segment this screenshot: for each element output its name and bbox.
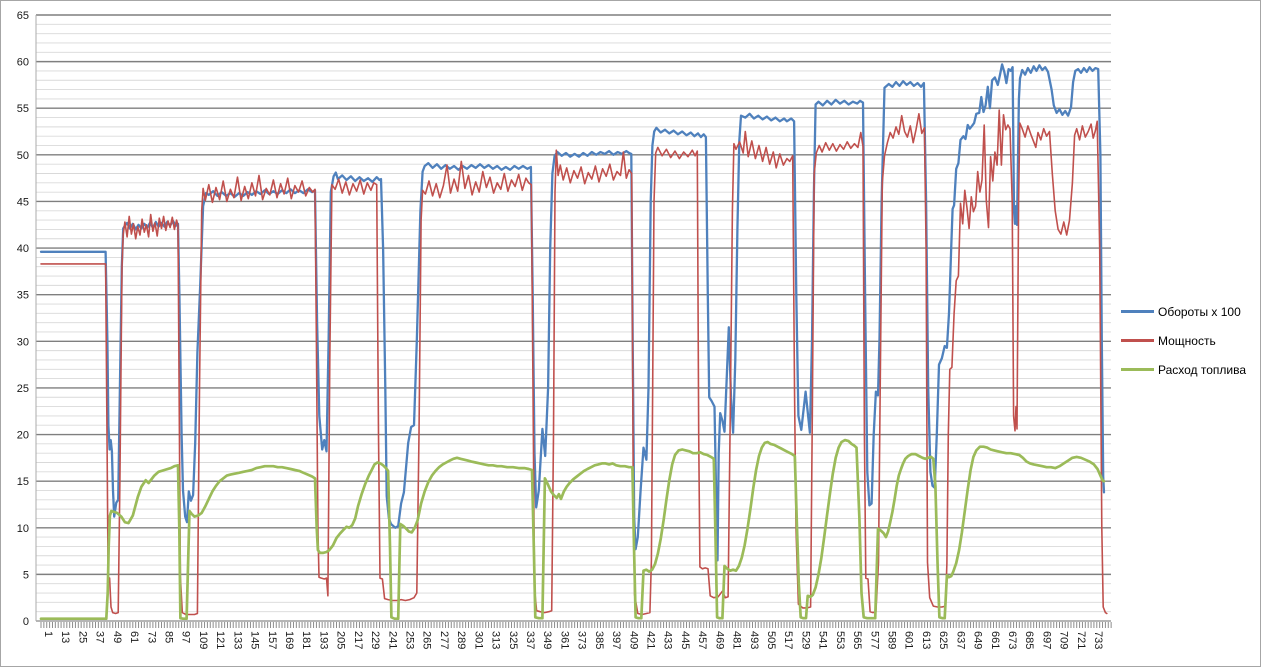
- x-axis-label: 61: [128, 631, 140, 643]
- series-line-2: [39, 438, 1106, 621]
- x-axis-label: 481: [731, 631, 743, 649]
- x-axis-label: 613: [920, 631, 932, 649]
- x-axis-label: 697: [1040, 631, 1052, 649]
- x-axis-label: 265: [421, 631, 433, 649]
- x-axis-label: 361: [558, 631, 570, 649]
- x-axis-label: 385: [593, 631, 605, 649]
- x-axis-label: 493: [748, 631, 760, 649]
- x-axis-label: 637: [954, 631, 966, 649]
- x-axis-label: 313: [490, 631, 502, 649]
- legend-line-swatch-fuel-icon: [1121, 368, 1154, 371]
- x-axis-label: 133: [231, 631, 243, 649]
- x-axis-label: 37: [94, 631, 106, 643]
- x-axis-label: 169: [283, 631, 295, 649]
- x-axis-label: 433: [662, 631, 674, 649]
- x-axis-label: 517: [782, 631, 794, 649]
- x-axis-label: 469: [713, 631, 725, 649]
- x-axis-label: 253: [403, 631, 415, 649]
- x-axis-label: 85: [162, 631, 174, 643]
- x-axis-label: 289: [455, 631, 467, 649]
- x-axis-label: 301: [472, 631, 484, 649]
- x-axis-label: 145: [249, 631, 261, 649]
- x-axis-label: 649: [972, 631, 984, 649]
- x-axis-label: 709: [1058, 631, 1070, 649]
- x-axis-label: 577: [868, 631, 880, 649]
- x-axis-label: 349: [541, 631, 553, 649]
- y-axis-label: 10: [17, 523, 29, 535]
- x-axis-label: 565: [851, 631, 863, 649]
- x-axis-label: 241: [386, 631, 398, 649]
- x-axis-label: 397: [610, 631, 622, 649]
- x-axis-label: 13: [59, 631, 71, 643]
- x-axis-label: 325: [507, 631, 519, 649]
- y-axis-label: 60: [17, 57, 29, 69]
- x-axis-label: 541: [817, 631, 829, 649]
- legend-label-rpm: Обороты x 100: [1158, 304, 1241, 319]
- x-axis-label: 277: [438, 631, 450, 649]
- x-axis-label: 445: [679, 631, 691, 649]
- x-axis-label: 733: [1092, 631, 1104, 649]
- x-axis-label: 601: [903, 631, 915, 649]
- x-axis-label: 685: [1023, 631, 1035, 649]
- x-axis-label: 337: [524, 631, 536, 649]
- y-axis-label: 5: [23, 569, 29, 581]
- y-axis-label: 15: [17, 476, 29, 488]
- legend-item-rpm[interactable]: Обороты x 100: [1121, 297, 1260, 326]
- x-axis-label: 589: [885, 631, 897, 649]
- series-line-0: [39, 63, 1106, 562]
- x-axis-label: 193: [317, 631, 329, 649]
- x-axis-label: 217: [352, 631, 364, 649]
- y-axis-label: 35: [17, 290, 29, 302]
- y-axis-label: 45: [17, 196, 29, 208]
- x-axis-label: 553: [834, 631, 846, 649]
- y-axis-label: 25: [17, 383, 29, 395]
- y-axis-label: 50: [17, 150, 29, 162]
- x-axis-label: 49: [111, 631, 123, 643]
- x-axis-label: 1: [42, 631, 54, 637]
- x-axis-label: 421: [644, 631, 656, 649]
- y-axis-label: 0: [23, 616, 29, 628]
- x-axis-label: 73: [145, 631, 157, 643]
- x-axis-label: 409: [627, 631, 639, 649]
- y-axis-label: 65: [17, 10, 29, 22]
- x-axis-label: 721: [1075, 631, 1087, 649]
- series-line-1: [40, 109, 1108, 616]
- x-axis-label: 121: [214, 631, 226, 649]
- x-axis-label: 205: [335, 631, 347, 649]
- x-axis-label: 373: [576, 631, 588, 649]
- x-axis-label: 661: [989, 631, 1001, 649]
- x-axis-label: 109: [197, 631, 209, 649]
- y-axis-label: 55: [17, 103, 29, 115]
- x-axis-label: 25: [76, 631, 88, 643]
- y-axis-label: 30: [17, 336, 29, 348]
- legend-item-fuel[interactable]: Расход топлива: [1121, 355, 1260, 384]
- legend-line-swatch-rpm-icon: [1121, 310, 1154, 313]
- legend-label-power: Мощность: [1158, 333, 1216, 348]
- y-axis-label: 40: [17, 243, 29, 255]
- legend-label-fuel: Расход топлива: [1158, 362, 1247, 377]
- x-axis-label: 157: [266, 631, 278, 649]
- x-axis-label: 529: [799, 631, 811, 649]
- legend-line-swatch-power-icon: [1121, 339, 1154, 342]
- x-axis-label: 505: [765, 631, 777, 649]
- x-axis-label: 673: [1006, 631, 1018, 649]
- x-axis-label: 625: [937, 631, 949, 649]
- legend-item-power[interactable]: Мощность: [1121, 326, 1260, 355]
- x-axis-label: 181: [300, 631, 312, 649]
- x-axis-label: 97: [180, 631, 192, 643]
- y-axis-label: 20: [17, 430, 29, 442]
- x-axis-label: 229: [369, 631, 381, 649]
- chart-legend: Обороты x 100 Мощность Расход топлива: [1121, 297, 1260, 384]
- x-axis-label: 457: [696, 631, 708, 649]
